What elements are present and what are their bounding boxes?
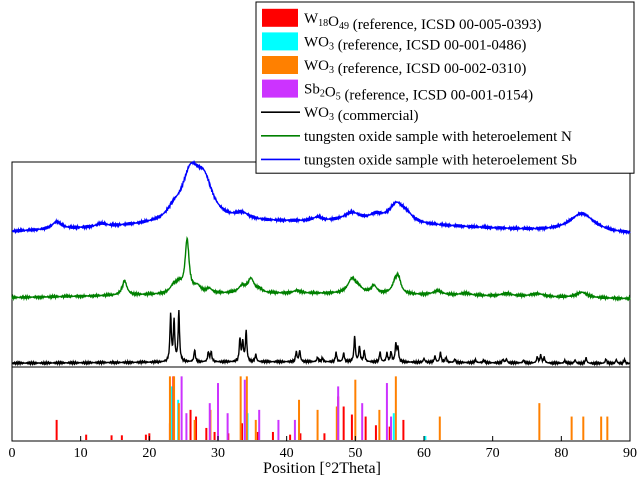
pattern-line bbox=[11, 236, 631, 302]
x-tick-label: 60 bbox=[417, 446, 431, 461]
plot-area bbox=[11, 159, 631, 442]
x-tick-label: 70 bbox=[486, 446, 500, 461]
x-tick-label: 40 bbox=[280, 446, 294, 461]
legend-swatch bbox=[262, 32, 298, 51]
x-tick-label: 50 bbox=[348, 446, 362, 461]
x-axis: 0 10 20 30 40 50 60 70 80 90 bbox=[9, 436, 637, 461]
reference-stick-series bbox=[168, 376, 609, 440]
plot-frame bbox=[11, 161, 631, 442]
legend-entry: WO3 (reference, ICSD 00-002-0310) bbox=[304, 58, 526, 77]
x-tick-label: 30 bbox=[211, 446, 225, 461]
x-tick-label: 90 bbox=[623, 446, 637, 461]
legend-entry: WO3 (commercial) bbox=[304, 105, 419, 124]
x-tick-label: 80 bbox=[554, 446, 568, 461]
legend-swatch bbox=[262, 8, 298, 27]
x-tick-label: 10 bbox=[74, 446, 88, 461]
legend-entry: WO3 (reference, ICSD 00-001-0486) bbox=[304, 34, 526, 53]
reference-stick-series bbox=[180, 376, 393, 440]
pattern-line bbox=[11, 309, 631, 367]
pattern-line bbox=[11, 159, 631, 236]
x-tick-label: 0 bbox=[9, 446, 16, 461]
legend-entry: Sb2O5 (reference, ICSD 00-001-0154) bbox=[304, 82, 533, 104]
x-tick-label: 20 bbox=[142, 446, 156, 461]
legend-box bbox=[255, 1, 635, 174]
legend-swatch bbox=[262, 56, 298, 74]
legend-entry: W18O49 (reference, ICSD 00-005-0393) bbox=[304, 11, 541, 33]
reference-stick-series bbox=[55, 376, 405, 440]
legend-entry: tungsten oxide sample with heteroelement… bbox=[304, 152, 577, 168]
legend-swatch bbox=[262, 79, 298, 98]
x-axis-title: Position [°2Theta] bbox=[263, 460, 381, 477]
legend-entry: tungsten oxide sample with heteroelement… bbox=[304, 129, 572, 145]
legend: W18O49 (reference, ICSD 00-005-0393)WO3 … bbox=[255, 1, 635, 174]
